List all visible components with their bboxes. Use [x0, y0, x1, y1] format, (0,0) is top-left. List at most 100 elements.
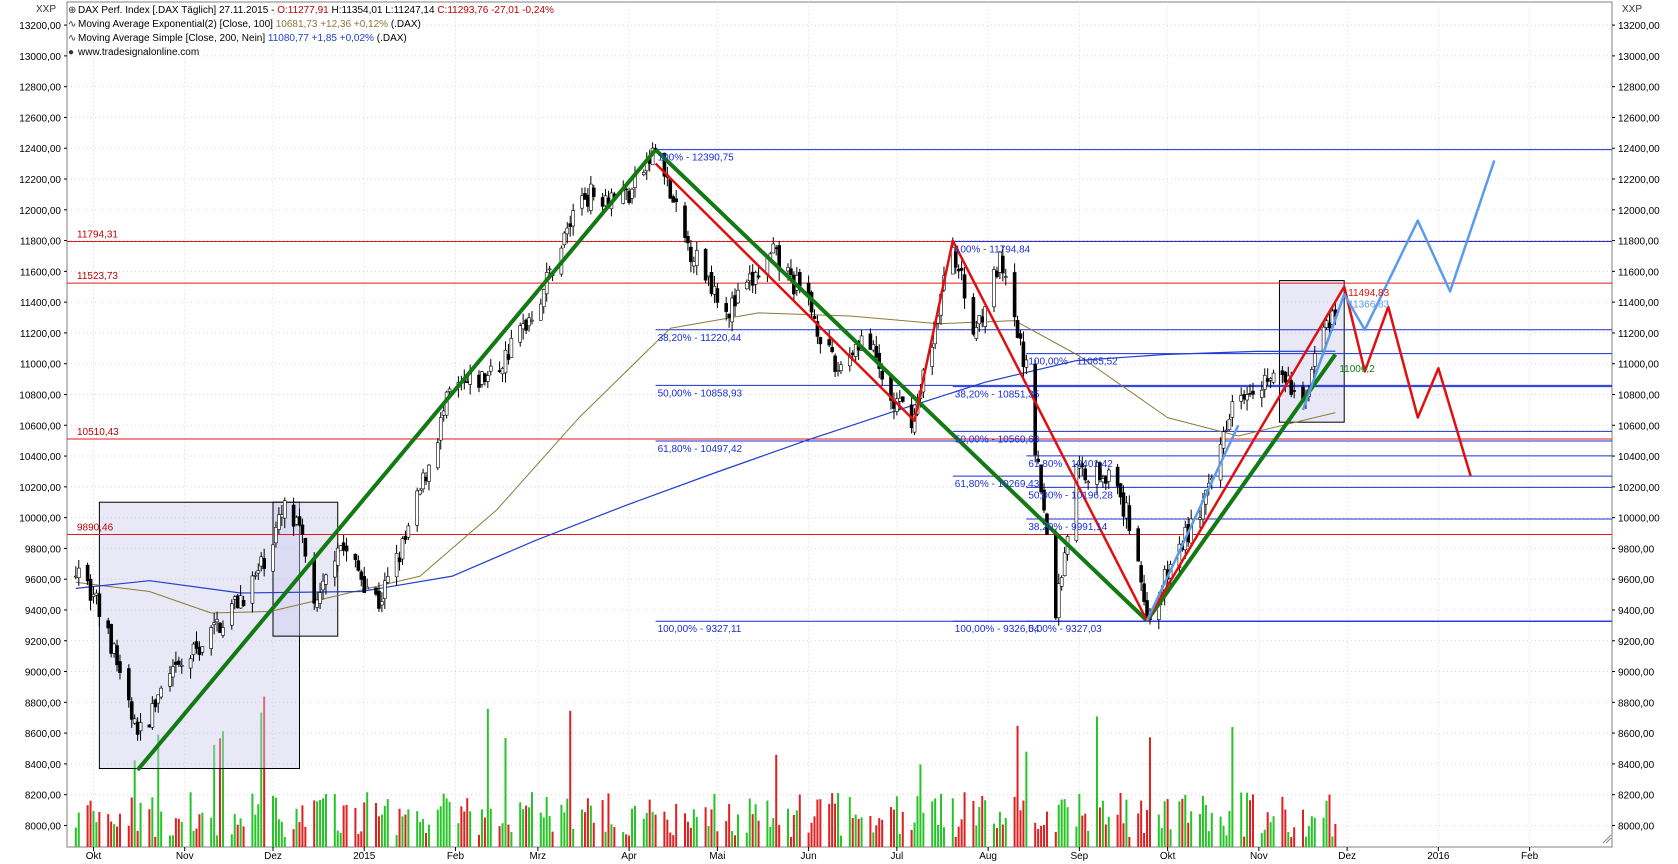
volume-bar	[1169, 829, 1172, 847]
volume-bar	[1204, 804, 1207, 847]
candle-body	[980, 316, 985, 323]
volume-bar	[766, 800, 769, 847]
volume-bar	[1087, 830, 1090, 847]
candle-body	[421, 472, 425, 490]
sma-line	[75, 350, 1336, 594]
candle-body	[797, 272, 802, 287]
candle-body	[85, 564, 90, 582]
candle-body	[818, 337, 823, 345]
volume-bar	[1225, 835, 1228, 847]
volume-bar	[613, 827, 616, 847]
volume-bar	[1240, 792, 1243, 847]
sma-value: 11080,77 +1,85 +0,02%	[267, 33, 377, 44]
candle-body	[1221, 431, 1226, 449]
candle-body	[150, 703, 155, 728]
y-tick-right: 8600,00	[1618, 729, 1655, 740]
volume-bar	[725, 821, 728, 847]
volume-bar	[913, 822, 916, 847]
volume-bar	[519, 802, 522, 847]
volume-bar	[118, 813, 121, 847]
volume-bar	[975, 825, 978, 847]
candle-body	[441, 410, 446, 416]
volume-bar	[469, 811, 472, 847]
candle-body	[1042, 489, 1046, 511]
volume-bar	[1334, 823, 1337, 847]
candle-body	[1054, 533, 1058, 619]
volume-bar	[1013, 796, 1016, 847]
candle-body	[1062, 552, 1067, 576]
volume-bar	[795, 810, 798, 847]
volume-bar	[787, 808, 789, 847]
candle-body	[403, 535, 408, 541]
volume-bar	[201, 812, 204, 847]
volume-bar	[295, 808, 298, 847]
volume-bar	[1137, 813, 1140, 847]
y-tick-left: 12400,00	[19, 144, 61, 155]
candle-body	[1106, 469, 1111, 482]
y-tick-left: 8600,00	[25, 729, 62, 740]
candle-body	[1101, 478, 1105, 483]
volume-bar	[592, 822, 595, 847]
volume-bar	[604, 831, 607, 847]
volume-bar	[319, 799, 322, 847]
y-tick-right: 8000,00	[1618, 821, 1655, 832]
volume-bar	[1060, 799, 1063, 847]
candle-body	[1327, 322, 1332, 329]
candle-body	[191, 643, 196, 655]
volume-bar	[978, 807, 981, 847]
volume-bar	[77, 812, 80, 847]
volume-bar	[401, 816, 404, 847]
volume-bar	[304, 826, 307, 847]
fib-level-label: 38,20% - 10851,35	[955, 390, 1040, 401]
candle-body	[703, 248, 708, 281]
candle-body	[424, 476, 428, 482]
volume-bar	[548, 816, 551, 847]
candle-body	[912, 413, 917, 433]
candle-body	[177, 660, 181, 665]
volume-bar	[342, 805, 345, 847]
volume-bar	[728, 804, 731, 847]
volume-bar	[810, 822, 813, 847]
volume-bar	[1022, 800, 1025, 847]
horizontal-level-label: 9890,46	[77, 522, 114, 533]
candle-body	[380, 601, 384, 606]
volume-bar	[316, 801, 319, 847]
candle-body	[235, 595, 240, 609]
volume-bar	[589, 805, 592, 847]
y-tick-left: 12600,00	[19, 113, 61, 124]
candle-body	[712, 286, 717, 295]
y-tick-right: 12400,00	[1618, 144, 1660, 155]
candle-body	[280, 514, 284, 518]
candle-body	[112, 643, 116, 654]
volume-bar	[1219, 816, 1222, 847]
candle-body	[1224, 429, 1229, 432]
volume-bar	[419, 821, 422, 847]
volume-bar	[572, 828, 575, 847]
volume-bar	[1201, 795, 1204, 847]
resize-grip-icon[interactable]	[1602, 834, 1612, 844]
x-tick-label: Apr	[621, 851, 637, 862]
candle-body	[277, 514, 281, 530]
volume-bar	[336, 830, 339, 847]
volume-bar	[910, 829, 913, 847]
candle-body	[1012, 272, 1017, 318]
fib-level-label: 100% - 11794,84	[955, 244, 1031, 255]
volume-bar	[272, 795, 274, 847]
candle-body	[530, 319, 534, 322]
volume-bar	[404, 814, 407, 847]
candle-body	[1324, 320, 1329, 328]
volume-bar	[734, 835, 737, 847]
volume-bar	[425, 832, 428, 847]
candle-body	[138, 722, 143, 732]
volume-bar	[1272, 816, 1275, 847]
volume-bar	[157, 734, 160, 847]
volume-bar	[363, 802, 366, 847]
volume-bar	[483, 817, 486, 847]
volume-bar	[86, 805, 89, 847]
candle-body	[1039, 464, 1043, 493]
candle-body	[694, 250, 699, 266]
volume-bar	[177, 818, 180, 847]
candle-body	[547, 268, 552, 271]
candle-body	[1098, 462, 1102, 481]
